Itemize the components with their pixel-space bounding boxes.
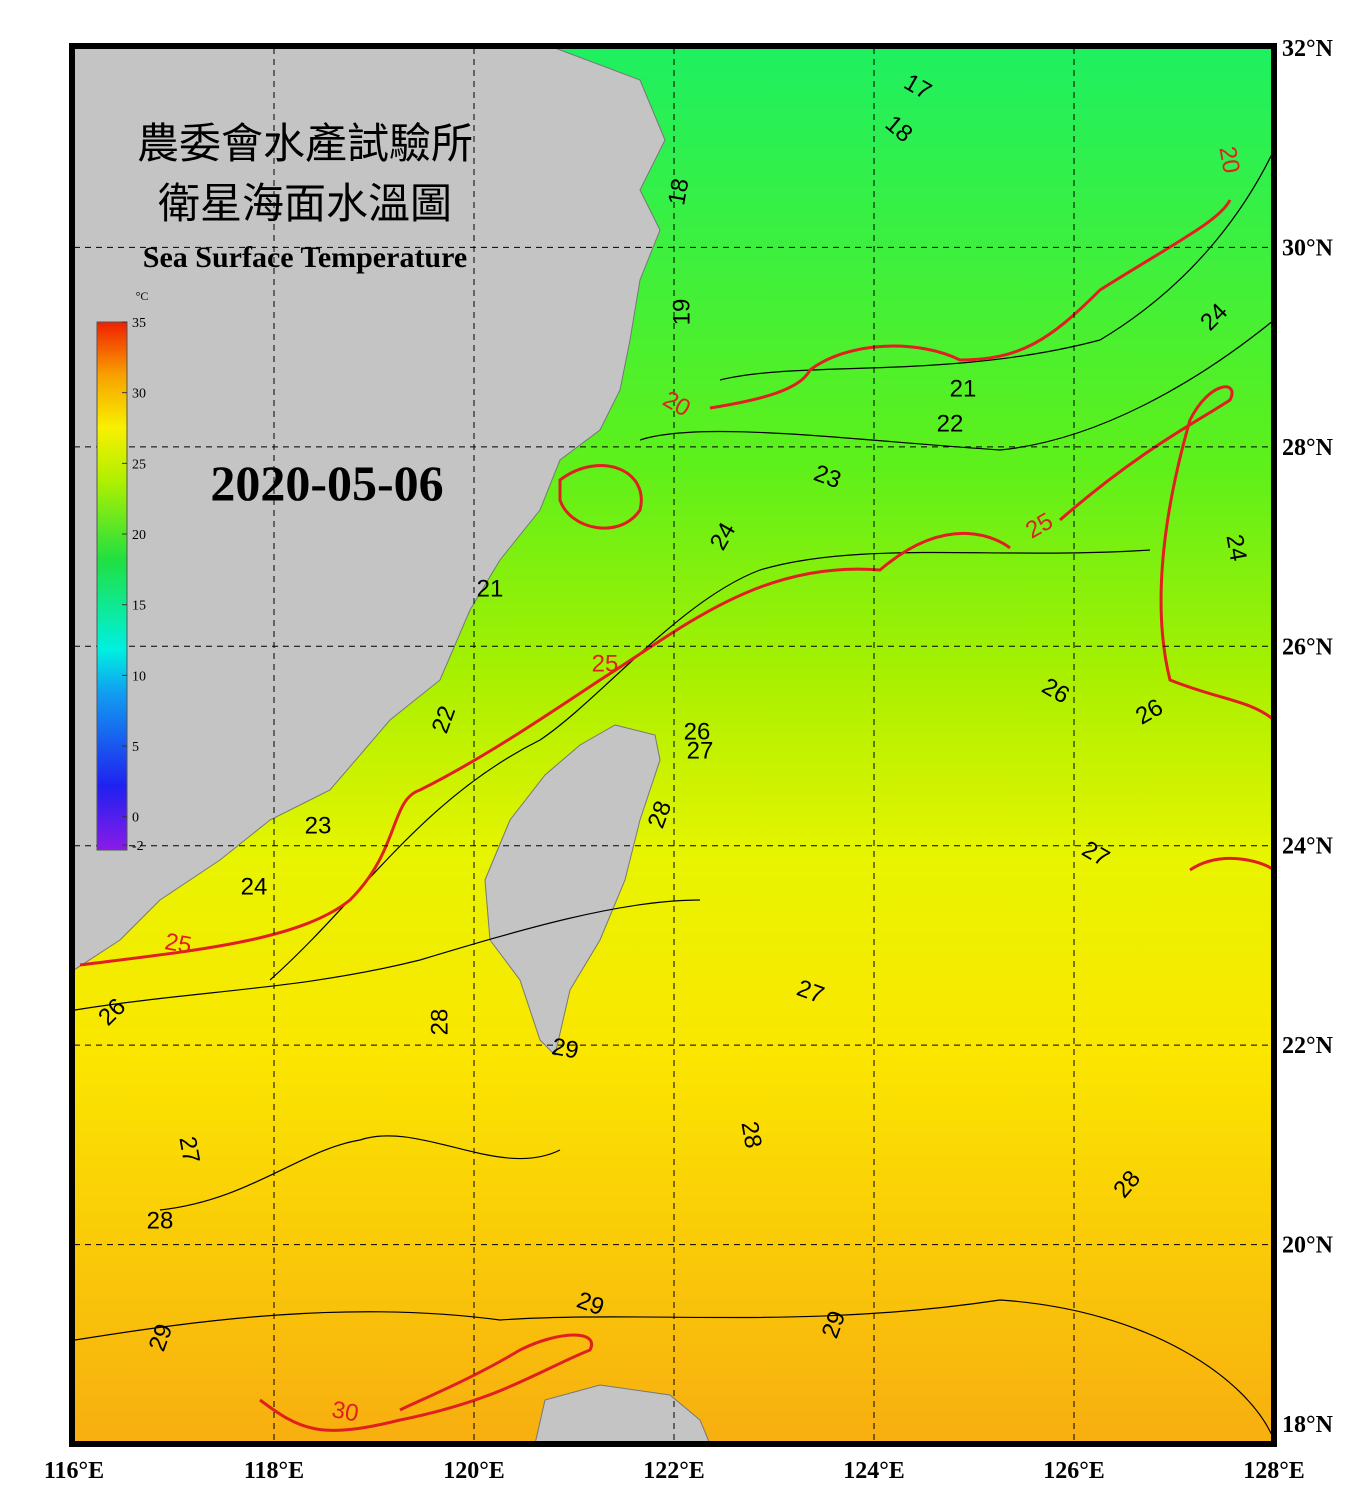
lat-label: 30°N <box>1282 235 1334 261</box>
lat-label: 26°N <box>1282 634 1334 660</box>
lon-label: 120°E <box>443 1458 505 1484</box>
lon-label: 126°E <box>1043 1458 1105 1484</box>
colorbar-tick-label: 30 <box>132 387 146 402</box>
contour-label: 27 <box>687 737 714 764</box>
colorbar-tick-label: 5 <box>132 740 139 755</box>
isotherms-major <box>79 199 1274 1432</box>
lon-label: 116°E <box>44 1458 104 1484</box>
contour-label: 18 <box>663 176 694 207</box>
title-zh-2: 衛星海面水溫圖 <box>158 182 452 228</box>
lat-label: 20°N <box>1282 1233 1334 1259</box>
colorbar-tick-label: 15 <box>132 599 146 614</box>
contour-label: 21 <box>477 575 504 602</box>
lon-label: 128°E <box>1243 1458 1305 1484</box>
contour-label: 27 <box>174 1134 205 1165</box>
lat-label: 32°N <box>1282 36 1334 62</box>
isotherms <box>74 149 1274 1441</box>
lat-label: 18°N <box>1282 1412 1334 1438</box>
contour-label: 25 <box>592 650 619 677</box>
contour-label: 28 <box>147 1207 174 1234</box>
map-frame <box>69 43 1277 1447</box>
colorbar-tick-label: -2 <box>132 839 144 854</box>
lon-label: 118°E <box>244 1458 304 1484</box>
lat-label: 28°N <box>1282 435 1334 461</box>
contour-label: 28 <box>736 1119 767 1150</box>
colorbar-tick-label: 25 <box>132 457 146 472</box>
contour-label: 30 <box>330 1396 361 1427</box>
colorbar-tick-label: 10 <box>132 669 146 684</box>
lat-label: 22°N <box>1282 1033 1334 1059</box>
mainland <box>74 48 666 971</box>
contour-label: 22 <box>937 410 964 437</box>
colorbar-tick-label: 35 <box>132 316 146 331</box>
contour-label: 24 <box>241 873 268 900</box>
colorbar-tick-label: 20 <box>132 528 146 543</box>
colorbar <box>96 321 128 851</box>
colorbar-tick-label: 0 <box>132 811 139 826</box>
contour-label: 29 <box>550 1033 581 1064</box>
date: 2020-05-06 <box>210 455 443 511</box>
contour-label: 20 <box>1214 144 1245 175</box>
contour-label: 23 <box>305 812 332 839</box>
colorbar-unit: °C <box>136 289 149 303</box>
contour-label: 25 <box>163 928 194 959</box>
contour-label: 28 <box>426 1009 453 1036</box>
title-en: Sea Surface Temperature <box>143 241 467 274</box>
contour-label: 26 <box>684 718 711 745</box>
contour-label: 24 <box>1221 532 1252 563</box>
graticule <box>74 48 1274 1444</box>
lon-label: 124°E <box>843 1458 905 1484</box>
luzon <box>534 1384 711 1444</box>
taiwan <box>484 724 661 1056</box>
contour-label: 21 <box>950 375 977 402</box>
title-zh-1: 農委會水產試驗所 <box>137 121 473 168</box>
contour-label: 19 <box>668 299 695 326</box>
lon-label: 122°E <box>643 1458 705 1484</box>
lat-label: 24°N <box>1282 834 1334 860</box>
